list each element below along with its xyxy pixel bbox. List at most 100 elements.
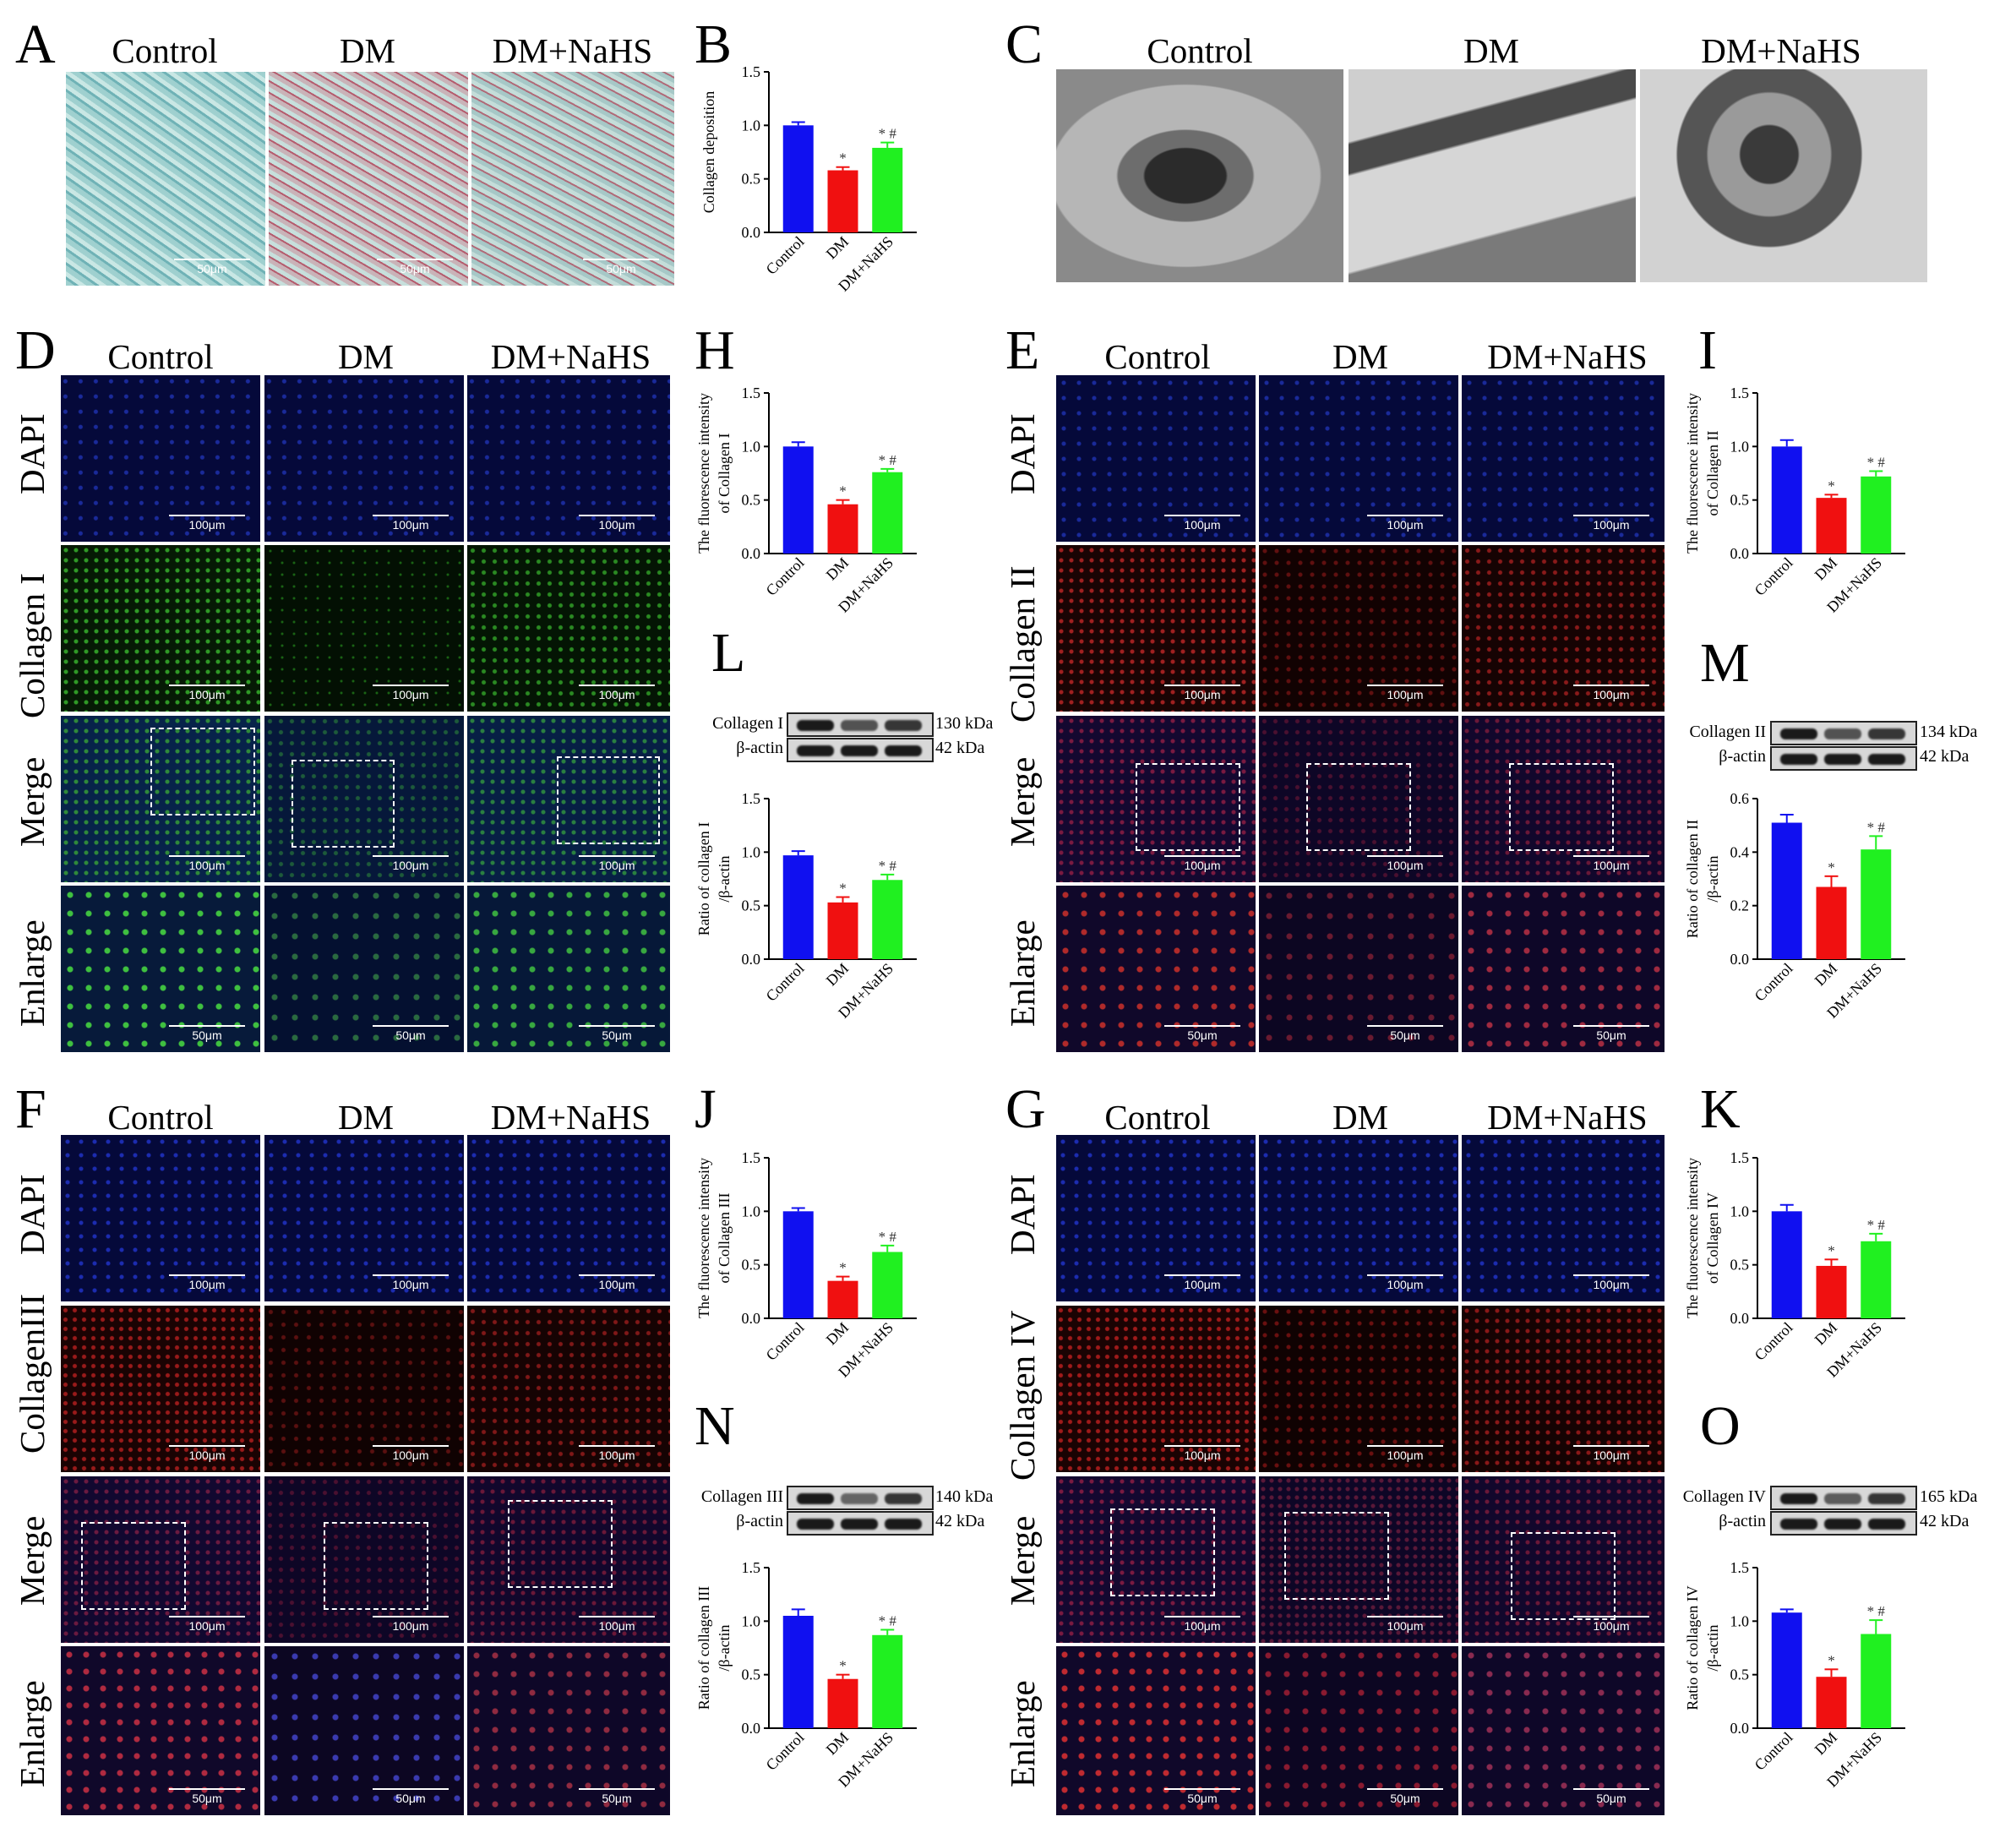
panel-letter-g: G <box>1005 1078 1046 1140</box>
y-tick-label: 0.0 <box>742 951 761 968</box>
if-dapi-control: 100μm <box>1056 375 1256 542</box>
scale-bar-label: 100μm <box>188 1448 226 1462</box>
y-axis-label: of Collagen I <box>716 434 733 514</box>
x-tick-label: DM <box>823 554 853 584</box>
panel-letter-b: B <box>695 14 733 75</box>
scale-bar-label: 50μm <box>606 262 636 275</box>
if-dapi-control: 100μm <box>61 1135 260 1301</box>
col-head-dm-nahs: DM+NaHS <box>1701 31 1861 70</box>
scale-bar-label: 100μm <box>1387 1619 1424 1633</box>
x-tick-label: DM <box>823 1319 853 1349</box>
significance-mark: * <box>839 1658 847 1674</box>
row-label-dapi: DAPI <box>1003 413 1042 494</box>
bar-1 <box>827 170 858 232</box>
if-merge-dm-nahs: 100μm <box>467 1476 670 1643</box>
y-tick-label: 1.0 <box>742 438 761 455</box>
col-head-dm-nahs: DM+NaHS <box>1487 1098 1648 1137</box>
panel-letter-f: F <box>15 1078 46 1140</box>
scale-bar-label: 50μm <box>192 1028 222 1042</box>
panel-letter-c: C <box>1005 14 1043 75</box>
significance-mark: * # <box>1867 454 1886 470</box>
y-tick-label: 1.5 <box>742 790 761 807</box>
bar-2 <box>1861 476 1892 554</box>
panel-letter-o: O <box>1700 1395 1741 1457</box>
scale-bar-label: 100μm <box>188 1278 226 1291</box>
x-tick-label: Control <box>1752 1729 1796 1774</box>
roi-box <box>1110 1508 1215 1596</box>
bar-0 <box>782 855 814 959</box>
y-tick-label: 1.5 <box>1730 1559 1750 1576</box>
scale-bar-label: 100μm <box>392 1619 429 1633</box>
if-merge-dm: 100μm <box>264 716 464 882</box>
if-dapi-dm: 100μm <box>264 1135 464 1301</box>
tem-image-dm-nahs <box>1640 69 1927 282</box>
if-dapi-control: 100μm <box>61 375 260 542</box>
y-tick-label: 0.0 <box>1730 1720 1750 1737</box>
blot-protein-label: Collagen III <box>700 1487 783 1506</box>
if-merge-dm-nahs: 100μm <box>467 716 670 882</box>
roi-box <box>1136 763 1240 851</box>
if-collagen-ii-control: 100μm <box>1056 545 1256 712</box>
panel-letter-n: N <box>695 1395 735 1457</box>
if-merge-control: 100μm <box>1056 1476 1256 1643</box>
y-axis-label: of Collagen IV <box>1704 1192 1721 1284</box>
blot-control-kda: 42 kDa <box>935 739 985 757</box>
row-label-merge: Merge <box>13 1515 52 1606</box>
y-tick-label: 1.5 <box>742 385 761 401</box>
y-axis-label: The fluorescence intensity <box>1684 393 1701 554</box>
bar-2 <box>872 1252 903 1318</box>
significance-mark: * <box>839 483 847 499</box>
panel-letter-h: H <box>695 319 735 381</box>
if-merge-control: 100μm <box>1056 716 1256 882</box>
row-label-dapi: DAPI <box>13 413 52 494</box>
col-head-dm: DM <box>337 1098 395 1137</box>
significance-mark: * # <box>879 858 897 874</box>
if-enlarge-dm: 50μm <box>1259 1646 1458 1815</box>
if-enlarge-control: 50μm <box>1056 886 1256 1052</box>
y-tick-label: 0.5 <box>742 171 761 188</box>
scale-bar-label: 100μm <box>1593 1448 1630 1462</box>
bar-chart-k: The fluorescence intensity of Collagen IV… <box>1684 1149 1905 1381</box>
roi-box <box>508 1500 613 1588</box>
y-axis-label: Collagen deposition <box>700 91 717 213</box>
row-label-enlarge: Enlarge <box>13 1680 52 1787</box>
row-label-enlarge: Enlarge <box>1003 919 1042 1027</box>
y-axis-label: /β-actin <box>1704 1624 1721 1671</box>
col-head-control: Control <box>112 31 218 70</box>
scale-bar-label: 100μm <box>1184 1448 1221 1462</box>
y-axis-label: /β-actin <box>716 855 733 902</box>
if-collagen-iv-dm: 100μm <box>1259 1306 1458 1472</box>
if-collagen-iv-control: 100μm <box>1056 1306 1256 1472</box>
scale-bar-label: 100μm <box>1387 518 1424 532</box>
row-label-dapi: DAPI <box>13 1174 52 1255</box>
scale-bar-label: 100μm <box>1184 859 1221 872</box>
col-head-dm: DM <box>337 337 395 376</box>
scale-bar-label: 100μm <box>188 518 226 532</box>
y-tick-label: 0.5 <box>742 492 761 509</box>
x-tick-label: Control <box>1752 960 1796 1005</box>
bar-2 <box>872 880 903 959</box>
blot-actin-bands <box>1770 746 1917 771</box>
row-label-dapi: DAPI <box>1003 1174 1042 1255</box>
panel-letter-l: L <box>711 622 746 684</box>
if-merge-dm-nahs: 100μm <box>1462 716 1665 882</box>
significance-mark: * <box>839 1260 847 1276</box>
y-axis-label: The fluorescence intensity <box>695 1158 712 1318</box>
tem-image-control <box>1056 69 1343 282</box>
if-enlarge-dm: 50μm <box>1259 886 1458 1052</box>
bar-1 <box>827 1280 858 1318</box>
blot-actin-bands <box>1770 1511 1917 1536</box>
if-enlarge-dm-nahs: 50μm <box>467 1646 670 1815</box>
x-tick-label: Control <box>763 1729 808 1774</box>
significance-mark: * <box>1828 1242 1835 1258</box>
panel-letter-e: E <box>1005 319 1040 381</box>
row-label-merge: Merge <box>13 756 52 847</box>
bar-0 <box>782 125 814 232</box>
y-tick-label: 1.0 <box>742 843 761 860</box>
scale-bar-label: 100μm <box>598 1278 635 1291</box>
scale-bar-label: 100μm <box>392 688 429 701</box>
y-tick-label: 0.5 <box>742 897 761 914</box>
col-head-control: Control <box>107 1098 214 1137</box>
bar-1 <box>1816 498 1847 554</box>
col-head-control: Control <box>107 337 214 376</box>
